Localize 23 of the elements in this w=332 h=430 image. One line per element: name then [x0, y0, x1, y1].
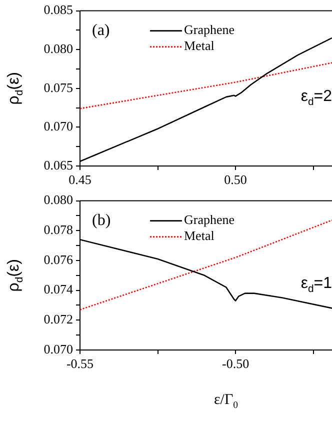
- y-tick-label: 0.076: [44, 252, 74, 267]
- annotation: (a): [92, 22, 110, 40]
- y-tick-label: 0.080: [44, 41, 73, 56]
- y-tick-label: 0.072: [44, 312, 73, 327]
- legend-label: Metal: [184, 38, 215, 54]
- x-tick-label: 0.50: [224, 172, 247, 188]
- legend-label: Metal: [184, 228, 215, 244]
- y-tick-label: 0.085: [44, 2, 73, 18]
- x-tick-label: -0.55: [66, 356, 94, 372]
- y-tick-label: 0.070: [44, 341, 73, 356]
- x-tick-label: 0.45: [68, 172, 92, 188]
- y-axis-title: ρd(ε): [5, 259, 26, 292]
- annotation: (b): [92, 212, 111, 230]
- x-tick-label: -0.50: [222, 356, 250, 372]
- y-tick-label: 0.080: [44, 192, 73, 208]
- y-tick-label: 0.078: [44, 222, 73, 238]
- y-tick-label: 0.074: [44, 282, 74, 297]
- legend-label: Graphene: [184, 212, 235, 228]
- y-tick-label: 0.065: [44, 157, 73, 172]
- y-tick-label: 0.075: [44, 80, 73, 95]
- y-axis-title: ρd(ε): [5, 72, 26, 105]
- legend-label: Graphene: [184, 22, 235, 38]
- y-tick-label: 0.070: [44, 118, 73, 134]
